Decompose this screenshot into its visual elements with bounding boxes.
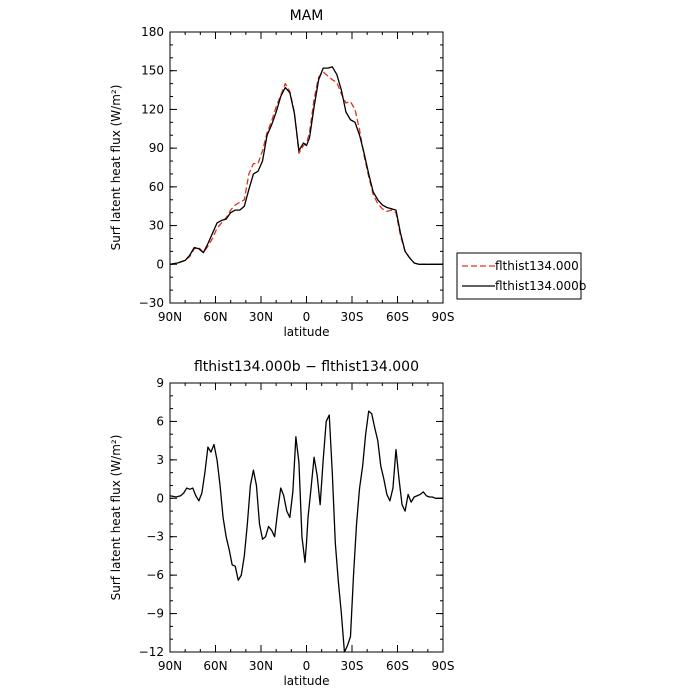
y-tick-label: 90 (149, 141, 164, 155)
x-tick-label: 60N (203, 310, 227, 324)
x-tick-label: 30N (249, 310, 273, 324)
y-axis-title: Surf latent heat flux (W/m²) (109, 85, 123, 251)
y-tick-label: 150 (141, 64, 164, 78)
x-tick-label: 0 (303, 310, 311, 324)
y-tick-label: −9 (146, 607, 164, 621)
y-tick-label: 120 (141, 102, 164, 116)
legend-box (456, 252, 582, 300)
x-tick-label: 60S (386, 310, 409, 324)
series-line-difference-1 (170, 410, 443, 652)
legend-label: flthist134.000 (495, 259, 579, 273)
x-tick-label: 90N (158, 659, 182, 673)
chart-panel-2: flthist134.000b − flthist134.000 −12 −9 −6 −… (109, 359, 454, 688)
x-axis-title: latitude (283, 325, 329, 339)
chart-title: MAM (290, 8, 324, 24)
y-tick-label: 30 (149, 219, 164, 233)
y-tick-label: 180 (141, 25, 164, 39)
x-axis-title: latitude (283, 674, 329, 688)
y-tick-label: −12 (139, 645, 164, 659)
y-tick-label: 6 (156, 414, 164, 428)
legend-label: flthist134.000b (495, 279, 586, 293)
x-tick-label: 30N (249, 659, 273, 673)
x-tick-label: 90S (432, 310, 455, 324)
x-tick-label: 30S (341, 310, 364, 324)
y-tick-label: 9 (156, 376, 164, 390)
y-axis-title: Surf latent heat flux (W/m²) (109, 435, 123, 601)
x-tick-label: 60S (386, 659, 409, 673)
x-tick-label: 30S (341, 659, 364, 673)
series-line-flthist134.000 (170, 71, 443, 265)
plot-frame (169, 382, 444, 653)
y-tick-label: 60 (149, 180, 164, 194)
y-tick-label: −3 (146, 530, 164, 544)
legend: flthist134.000 flthist134.000b (456, 252, 586, 300)
y-tick-label: 0 (156, 491, 164, 505)
x-tick-label: 90N (158, 310, 182, 324)
series-line-flthist134.000b (170, 66, 443, 265)
plot-frame (169, 31, 444, 304)
y-tick-label: −30 (139, 296, 164, 310)
y-tick-label: −6 (146, 568, 164, 582)
x-tick-label: 0 (303, 659, 311, 673)
y-tick-label: 3 (156, 453, 164, 467)
chart-title: flthist134.000b − flthist134.000 (194, 359, 419, 375)
x-tick-label: 60N (203, 659, 227, 673)
y-tick-label: 0 (156, 257, 164, 271)
x-tick-label: 90S (432, 659, 455, 673)
chart-panel-1: MAM −30 0 30 60 90 120 150 180 90N 60N 30N 0 30S 60S 90… (109, 8, 586, 339)
